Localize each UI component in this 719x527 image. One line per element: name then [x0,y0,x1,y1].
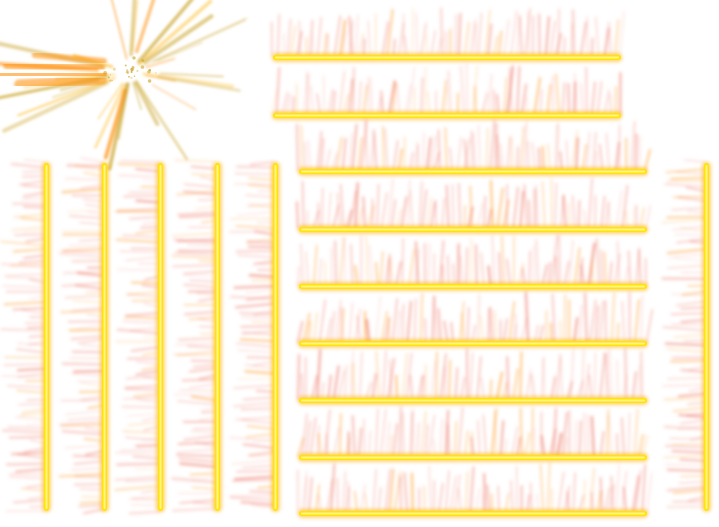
horizontal-fire-beam-icon [271,63,622,120]
radial-spark-burst-icon [0,0,248,171]
vertical-fire-beam-icon [229,161,280,512]
horizontal-fire-beam-icon [297,405,649,462]
horizontal-fire-beam-icon [295,177,652,234]
horizontal-fire-beam-icon [295,119,652,176]
vertical-fire-beam-icon [661,158,711,512]
vertical-fire-beam-icon [114,160,165,515]
vertical-fire-beam-icon [171,159,222,512]
horizontal-fire-beam-icon [271,7,625,62]
vertical-fire-beam-icon [58,157,109,515]
horizontal-fire-beam-icon [296,291,654,348]
horizontal-fire-beam-icon [296,462,653,518]
vertical-fire-beam-icon [0,159,51,512]
horizontal-fire-beam-icon [296,347,648,405]
horizontal-fire-beam-icon [297,234,648,291]
